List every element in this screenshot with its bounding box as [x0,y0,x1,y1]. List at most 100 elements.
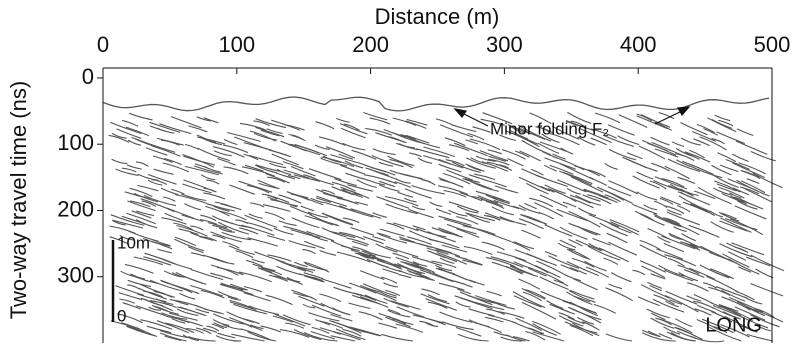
reflector [223,145,248,153]
reflector [436,209,451,215]
reflector [341,128,366,138]
reflector [265,174,289,184]
reflector [378,323,397,328]
reflector [521,230,540,238]
reflector [159,124,191,134]
reflector [545,225,573,237]
reflector [500,217,527,226]
reflector [265,212,285,220]
reflector [283,226,313,235]
reflector [460,193,482,201]
reflector [293,293,312,298]
reflector [637,114,652,121]
reflector [515,250,548,263]
reflector [487,162,512,170]
reflector [291,230,321,238]
reflector [350,209,381,219]
reflector [319,321,343,328]
reflector [274,276,303,284]
reflector [197,137,225,144]
reflector [210,273,232,279]
reflector [122,120,138,126]
reflector [495,186,518,193]
reflector [261,268,282,275]
reflector [293,194,324,205]
reflector [171,117,202,128]
reflector [359,253,385,262]
reflector [540,277,569,290]
reflector [502,150,525,159]
reflector [522,289,546,300]
reflector [568,317,585,324]
reflector [720,165,738,172]
reflector [167,208,195,219]
y-tick-label: 200 [57,196,94,221]
reflector [469,280,484,285]
y-tick-label: 100 [57,130,94,155]
reflector [575,177,592,185]
arrow [655,110,684,124]
reflector [622,157,646,168]
reflector [737,129,753,136]
reflector [341,190,363,198]
reflector [219,211,247,220]
reflector [508,159,524,166]
reflector [195,305,221,313]
reflector [269,163,286,167]
reflector [728,259,759,274]
y-axis-title: Two-way travel time (ns) [6,81,31,319]
reflector [710,269,734,279]
reflector [742,187,772,202]
reflector [422,180,435,185]
reflector [412,186,445,194]
reflector [346,238,368,245]
reflector [381,277,397,283]
reflector [176,226,207,237]
reflector [319,294,341,302]
reflector [373,149,396,155]
y-tick-label: 300 [57,263,94,288]
reflector [287,192,308,198]
reflector [524,203,536,208]
reflector [244,319,260,324]
reflector [316,189,343,198]
reflector [119,299,134,303]
reflector [682,161,713,174]
reflector [183,277,202,284]
reflector [641,115,670,128]
reflector [440,258,454,263]
reflector [280,330,309,338]
annotation: Minor folding F₂ [490,119,609,138]
reflector [681,138,701,145]
reflector [357,180,377,188]
reflector [116,169,139,175]
reflector [572,323,599,335]
reflector [398,274,411,277]
reflector [224,140,237,145]
reflector [455,296,472,302]
reflector [418,158,432,163]
reflector [157,128,174,133]
reflector [664,270,676,275]
reflector [605,163,618,169]
reflector [439,283,465,290]
reflector [340,124,367,134]
reflector [745,297,763,304]
reflector [290,206,312,215]
reflector [618,136,640,145]
reflector [520,151,541,161]
reflector [683,202,709,212]
reflector [125,192,150,199]
reflector [633,176,660,188]
reflector [539,212,554,219]
reflector [409,153,421,157]
reflector [677,265,699,274]
reflector [594,304,616,313]
reflector [609,181,638,194]
reflector [185,144,199,149]
reflector [370,118,391,124]
reflector [322,279,352,288]
reflector [398,192,413,197]
reflector [540,195,568,208]
reflector [567,249,590,259]
